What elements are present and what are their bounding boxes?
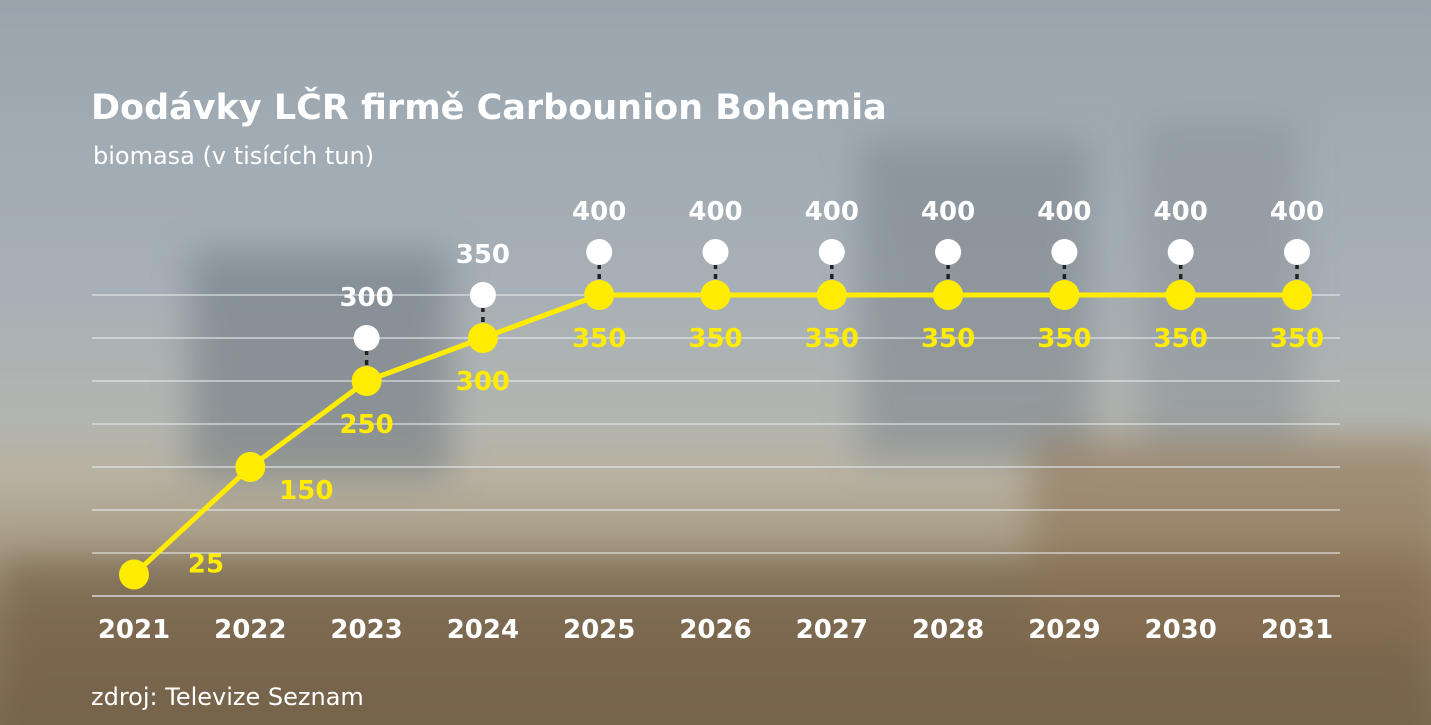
x-tick-label: 2030 [1145,615,1217,645]
secondary-marker [353,325,380,351]
data-label: 150 [279,476,333,506]
secondary-marker [818,239,845,265]
data-point [1049,280,1080,310]
data-label: 250 [339,410,393,440]
chart-title: Dodávky LČR firmě Carbounion Bohemia [91,88,887,128]
x-tick-label: 2029 [1028,615,1100,645]
data-label: 350 [1270,324,1324,354]
x-tick-label: 2026 [679,615,751,645]
chart-subtitle: biomasa (v tisících tun) [93,142,375,170]
data-point [584,280,615,310]
data-point [933,280,964,310]
data-point [119,559,149,590]
data-label: 350 [805,324,859,354]
secondary-data-label: 400 [1270,197,1324,227]
data-label: 350 [572,324,626,354]
x-tick-label: 2027 [796,615,868,645]
data-label: 350 [1037,324,1091,354]
chart-source: zdroj: Televize Seznam [91,683,364,711]
secondary-marker [702,239,729,265]
data-label: 350 [1154,324,1208,354]
data-point [1165,280,1196,310]
data-label: 300 [456,367,510,397]
x-tick-label: 2031 [1261,615,1333,645]
data-label: 350 [688,324,742,354]
secondary-data-label: 400 [572,197,626,227]
secondary-marker [469,282,496,308]
data-point [467,323,498,353]
x-tick-label: 2025 [563,615,635,645]
secondary-marker [1284,239,1310,265]
data-point [816,280,847,310]
secondary-marker [935,239,962,265]
secondary-marker [586,239,613,265]
data-label: 350 [921,324,975,354]
data-label: 25 [188,550,224,580]
secondary-data-label: 400 [1154,197,1208,227]
x-tick-label: 2023 [330,615,402,645]
x-tick-label: 2028 [912,615,984,645]
x-tick-label: 2022 [214,615,286,645]
secondary-marker [1167,239,1194,265]
secondary-data-label: 400 [1037,197,1091,227]
data-point [700,280,731,310]
secondary-data-label: 400 [921,197,975,227]
data-point [351,366,382,396]
secondary-data-label: 400 [688,197,742,227]
secondary-marker [1051,239,1078,265]
data-point [1282,280,1312,310]
x-tick-label: 2024 [447,615,519,645]
secondary-data-label: 300 [339,283,393,313]
secondary-data-label: 400 [805,197,859,227]
x-tick-label: 2021 [98,615,170,645]
data-point [235,452,266,482]
secondary-data-label: 350 [456,240,510,270]
